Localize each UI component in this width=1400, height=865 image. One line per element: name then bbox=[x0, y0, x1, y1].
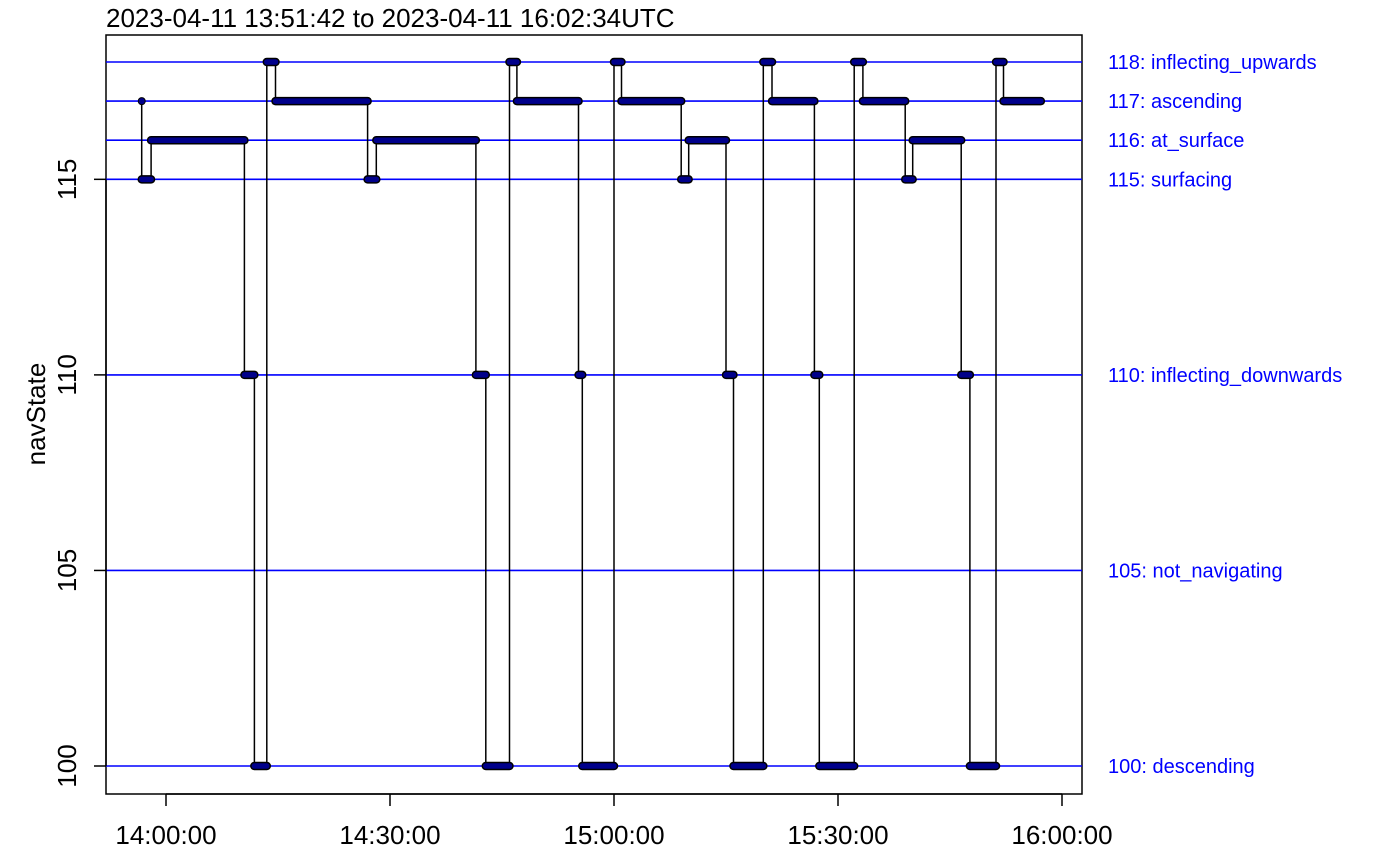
reference-label: 116: at_surface bbox=[1108, 130, 1244, 152]
y-tick-label: 110 bbox=[52, 354, 82, 395]
reference-lines bbox=[106, 61, 1082, 767]
reference-labels: 118: inflecting_upwards 117: ascending 116… bbox=[1108, 52, 1342, 778]
reference-label: 118: inflecting_upwards bbox=[1108, 52, 1317, 74]
x-tick-label: 15:30:00 bbox=[787, 820, 888, 850]
axes: 14:00:00 14:30:00 15:00:00 15:30:00 16:00:00… bbox=[52, 159, 1113, 850]
y-tick-label: 105 bbox=[52, 549, 82, 592]
navstate-series bbox=[137, 57, 1046, 771]
reference-label: 105: not_navigating bbox=[1108, 560, 1283, 582]
y-tick-label: 100 bbox=[52, 744, 82, 787]
reference-label: 115: surfacing bbox=[1108, 169, 1232, 191]
navstate-point bbox=[137, 97, 146, 106]
x-tick-label: 16:00:00 bbox=[1011, 820, 1112, 850]
navstate-step-line bbox=[140, 61, 1041, 767]
chart-title: 2023-04-11 13:51:42 to 2023-04-11 16:02:… bbox=[106, 3, 675, 33]
y-tick-label: 115 bbox=[52, 159, 82, 200]
y-axis-label: navState bbox=[21, 363, 51, 466]
x-tick-label: 14:00:00 bbox=[115, 820, 216, 850]
x-tick-label: 14:30:00 bbox=[339, 820, 440, 850]
reference-label: 100: descending bbox=[1108, 756, 1255, 778]
reference-label: 117: ascending bbox=[1108, 91, 1242, 113]
x-tick-label: 15:00:00 bbox=[563, 820, 664, 850]
reference-label: 110: inflecting_downwards bbox=[1108, 365, 1342, 387]
plot-frame bbox=[105, 34, 1083, 795]
